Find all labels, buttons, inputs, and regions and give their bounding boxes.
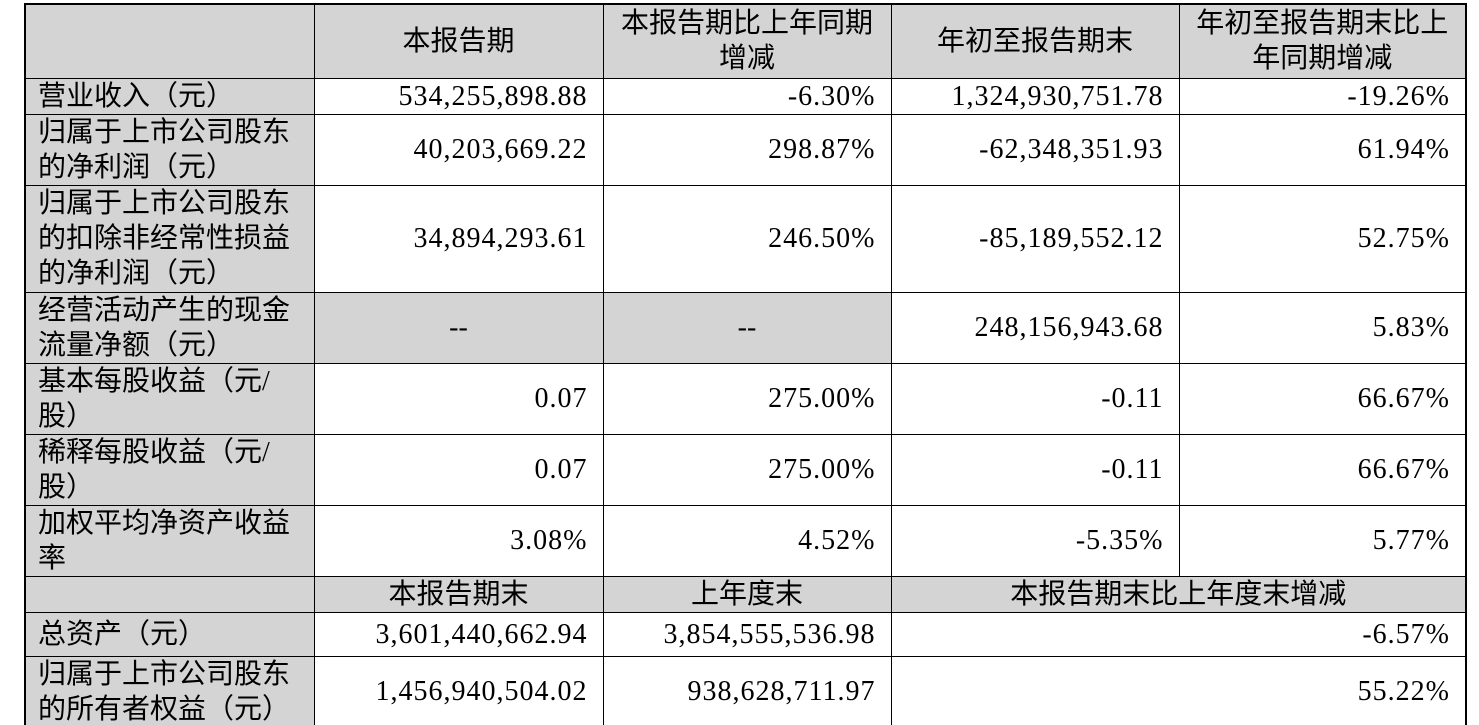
cell-ytd-yoy-change: 66.67% bbox=[1178, 362, 1467, 435]
col-header-change-vs-prev-yearend: 本报告期末比上年度末增减 bbox=[890, 575, 1467, 613]
period-header-row: 本报告期 本报告期比上年同期增减 年初至报告期末 年初至报告期末比上年同期增减 bbox=[24, 3, 1467, 79]
cell-ytd: 248,156,943.68 bbox=[890, 291, 1180, 364]
table-row-shareholders-equity: 归属于上市公司股东的所有者权益（元） 1,456,940,504.02 938,… bbox=[24, 655, 1467, 725]
cell-yoy-change: 298.87% bbox=[602, 113, 892, 186]
table-row-operating-cash-flow: 经营活动产生的现金流量净额（元） -- -- 248,156,943.68 5.… bbox=[24, 291, 1467, 364]
col-header-prev-yearend: 上年度末 bbox=[602, 575, 892, 613]
row-label: 归属于上市公司股东的扣除非经常性损益的净利润（元） bbox=[24, 184, 315, 293]
quarterly-key-financials-table: 本报告期 本报告期比上年同期增减 年初至报告期末 年初至报告期末比上年同期增减 … bbox=[24, 3, 1467, 725]
table-row-net-profit-excl-nonrecurring: 归属于上市公司股东的扣除非经常性损益的净利润（元） 34,894,293.61 … bbox=[24, 184, 1467, 293]
cell-ytd: -5.35% bbox=[890, 504, 1180, 577]
cell-ytd: -62,348,351.93 bbox=[890, 113, 1180, 186]
cell-change-vs-prev-yearend: -6.57% bbox=[890, 611, 1467, 657]
row-label: 加权平均净资产收益率 bbox=[24, 504, 315, 577]
cell-current-period: 40,203,669.22 bbox=[313, 113, 604, 186]
table-row-total-assets: 总资产（元） 3,601,440,662.94 3,854,555,536.98… bbox=[24, 611, 1467, 657]
cell-ytd-yoy-change: 52.75% bbox=[1178, 184, 1467, 293]
cell-ytd-yoy-change: 61.94% bbox=[1178, 113, 1467, 186]
cell-current-period-na: -- bbox=[313, 291, 604, 364]
cell-ytd-yoy-change: 5.77% bbox=[1178, 504, 1467, 577]
cell-yoy-change: 4.52% bbox=[602, 504, 892, 577]
cell-yoy-change: 275.00% bbox=[602, 433, 892, 506]
cell-ytd: -0.11 bbox=[890, 362, 1180, 435]
table-row-diluted-eps: 稀释每股收益（元/股） 0.07 275.00% -0.11 66.67% bbox=[24, 433, 1467, 506]
col-header-ytd: 年初至报告期末 bbox=[890, 3, 1180, 79]
row-label: 归属于上市公司股东的所有者权益（元） bbox=[24, 655, 315, 725]
cell-ytd-yoy-change: 66.67% bbox=[1178, 433, 1467, 506]
cell-prev-yearend: 938,628,711.97 bbox=[602, 655, 892, 725]
corner-blank-cell bbox=[24, 3, 315, 79]
row-label: 营业收入（元） bbox=[24, 77, 315, 115]
col-header-period-end: 本报告期末 bbox=[313, 575, 604, 613]
row-label: 稀释每股收益（元/股） bbox=[24, 433, 315, 506]
cell-ytd: -85,189,552.12 bbox=[890, 184, 1180, 293]
cell-change-vs-prev-yearend: 55.22% bbox=[890, 655, 1467, 725]
cell-period-end: 1,456,940,504.02 bbox=[313, 655, 604, 725]
cell-period-end: 3,601,440,662.94 bbox=[313, 611, 604, 657]
yearend-header-row: 本报告期末 上年度末 本报告期末比上年度末增减 bbox=[24, 575, 1467, 613]
corner-blank-cell bbox=[24, 575, 315, 613]
col-header-current-period: 本报告期 bbox=[313, 3, 604, 79]
cell-yoy-change: 246.50% bbox=[602, 184, 892, 293]
cell-yoy-change: 275.00% bbox=[602, 362, 892, 435]
cell-current-period: 3.08% bbox=[313, 504, 604, 577]
row-label: 经营活动产生的现金流量净额（元） bbox=[24, 291, 315, 364]
cell-ytd: -0.11 bbox=[890, 433, 1180, 506]
table-row-operating-revenue: 营业收入（元） 534,255,898.88 -6.30% 1,324,930,… bbox=[24, 77, 1467, 115]
col-header-yoy-change: 本报告期比上年同期增减 bbox=[602, 3, 892, 79]
row-label: 归属于上市公司股东的净利润（元） bbox=[24, 113, 315, 186]
cell-current-period: 534,255,898.88 bbox=[313, 77, 604, 115]
cell-ytd: 1,324,930,751.78 bbox=[890, 77, 1180, 115]
cell-yoy-change: -6.30% bbox=[602, 77, 892, 115]
cell-current-period: 34,894,293.61 bbox=[313, 184, 604, 293]
cell-current-period: 0.07 bbox=[313, 362, 604, 435]
cell-yoy-change-na: -- bbox=[602, 291, 892, 364]
cell-prev-yearend: 3,854,555,536.98 bbox=[602, 611, 892, 657]
cell-ytd-yoy-change: 5.83% bbox=[1178, 291, 1467, 364]
table-row-weighted-avg-roe: 加权平均净资产收益率 3.08% 4.52% -5.35% 5.77% bbox=[24, 504, 1467, 577]
cell-current-period: 0.07 bbox=[313, 433, 604, 506]
table-row-net-profit: 归属于上市公司股东的净利润（元） 40,203,669.22 298.87% -… bbox=[24, 113, 1467, 186]
table-row-basic-eps: 基本每股收益（元/股） 0.07 275.00% -0.11 66.67% bbox=[24, 362, 1467, 435]
col-header-ytd-yoy-change: 年初至报告期末比上年同期增减 bbox=[1178, 3, 1467, 79]
row-label: 基本每股收益（元/股） bbox=[24, 362, 315, 435]
row-label: 总资产（元） bbox=[24, 611, 315, 657]
cell-ytd-yoy-change: -19.26% bbox=[1178, 77, 1467, 115]
